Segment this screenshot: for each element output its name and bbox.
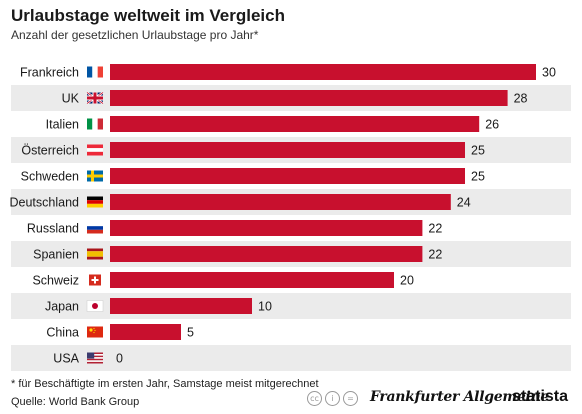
bar-row: Schweden 25 (21, 168, 485, 184)
category-label: Schweiz (32, 274, 79, 288)
category-label: Österreich (21, 144, 79, 158)
flag-it-icon (87, 118, 103, 130)
flag-cn-icon (87, 326, 103, 338)
value-label: 22 (428, 222, 442, 236)
page-subtitle: Anzahl der gesetzlichen Urlaubstage pro … (11, 28, 259, 42)
bar-row: Schweiz 20 (32, 272, 414, 288)
bar (110, 142, 465, 158)
value-label: 26 (485, 118, 499, 132)
category-label: Deutschland (10, 196, 80, 210)
value-label: 25 (471, 170, 485, 184)
license-icons: cc i = (307, 391, 358, 406)
footnote: * für Beschäftigte im ersten Jahr, Samst… (11, 378, 319, 390)
bar (110, 298, 252, 314)
value-label: 20 (400, 274, 414, 288)
bar (110, 90, 508, 106)
bar (110, 64, 536, 80)
value-label: 22 (428, 248, 442, 262)
flag-de-icon (87, 196, 103, 208)
category-label: UK (62, 92, 80, 106)
bar-row: Österreich 25 (11, 137, 571, 163)
bar (110, 324, 181, 340)
category-label: Spanien (33, 248, 79, 262)
flag-ru-icon (87, 222, 103, 234)
flag-fr-icon (87, 66, 103, 78)
category-label: Italien (46, 118, 79, 132)
row-stripe (11, 293, 571, 319)
flag-at-icon (87, 144, 103, 156)
by-icon: i (325, 391, 340, 406)
bar-row: China 5 (46, 324, 194, 340)
value-label: 5 (187, 326, 194, 340)
value-label: 0 (116, 352, 123, 366)
flag-se-icon (87, 170, 103, 182)
bar (110, 168, 465, 184)
value-label: 28 (514, 92, 528, 106)
row-stripe (11, 345, 571, 371)
nd-icon: = (343, 391, 358, 406)
flag-us-icon (87, 352, 103, 364)
category-label: China (46, 326, 79, 340)
flag-es-icon (87, 248, 103, 260)
bar (110, 116, 480, 132)
page-title: Urlaubstage weltweit im Vergleich (11, 6, 285, 25)
flag-jp-icon (86, 300, 104, 312)
bar (110, 272, 394, 288)
bar (110, 220, 423, 236)
category-label: Schweden (21, 170, 79, 184)
statista-logo: statista (512, 388, 569, 405)
bar (110, 246, 423, 262)
bar-row: Frankreich 30 (20, 64, 556, 80)
bar-row: Russland 22 (27, 220, 442, 236)
bar-row: Deutschland 24 (10, 189, 571, 215)
bar (110, 194, 451, 210)
category-label: Russland (27, 222, 79, 236)
category-label: USA (53, 352, 79, 366)
category-label: Frankreich (20, 66, 79, 80)
value-label: 24 (457, 196, 471, 210)
flag-ch-icon (89, 274, 101, 286)
value-label: 30 (542, 66, 556, 80)
value-label: 25 (471, 144, 485, 158)
flag-uk-icon (86, 91, 104, 105)
value-label: 10 (258, 300, 272, 314)
bar-row: Japan 10 (11, 293, 571, 319)
publisher-logo: Frankfurter Allgemeine (370, 389, 549, 405)
bar-row: Spanien 22 (11, 241, 571, 267)
bar-row: Italien 26 (46, 116, 499, 132)
bar-row: USA 0 (11, 345, 571, 371)
category-label: Japan (45, 300, 79, 314)
cc-icon: cc (307, 391, 322, 406)
bar-row: UK 28 (11, 85, 571, 111)
source-note: Quelle: World Bank Group (11, 396, 140, 408)
